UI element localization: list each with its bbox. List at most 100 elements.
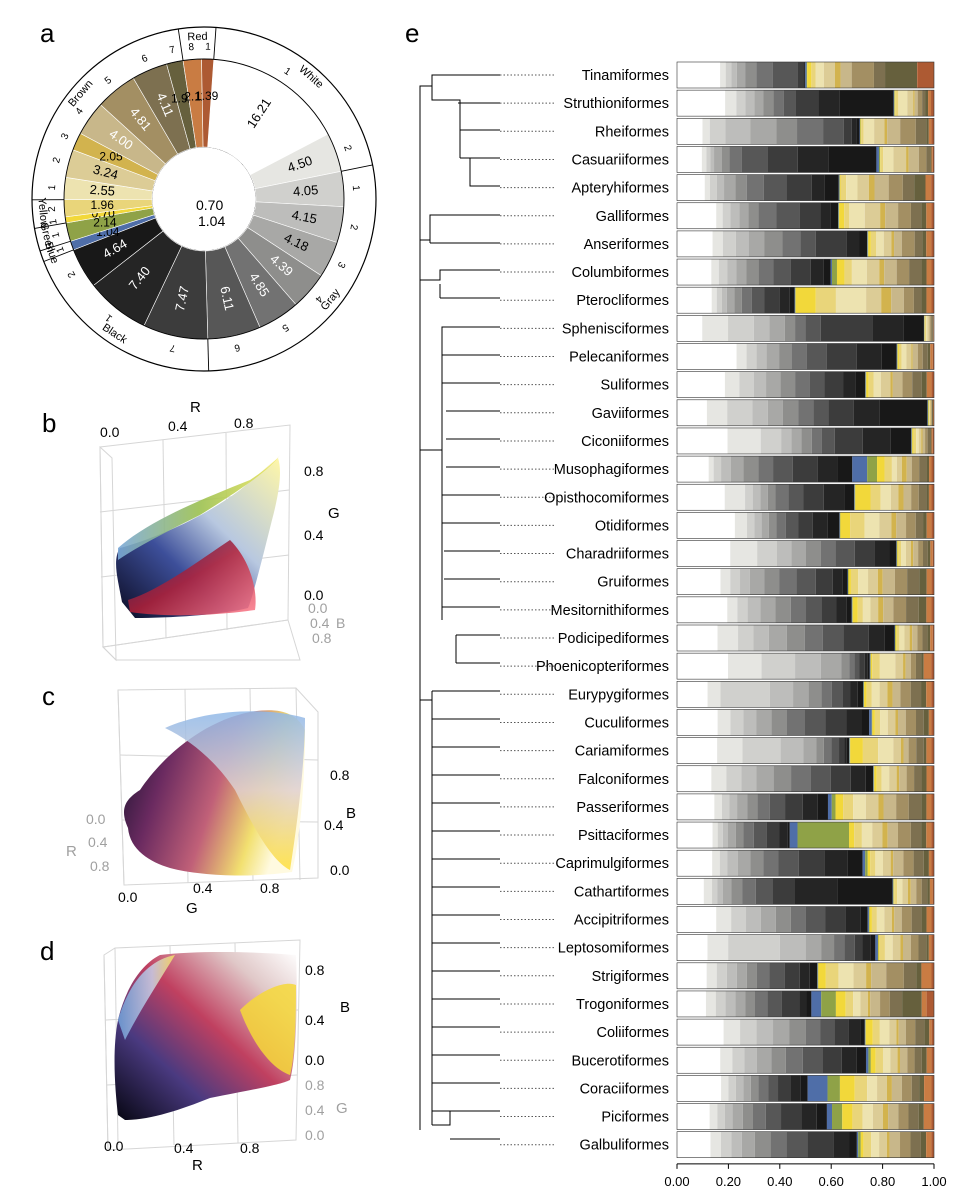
bar-segment (896, 456, 902, 483)
bar-segment (732, 1103, 743, 1130)
donut-segment-index: 5 (279, 321, 290, 334)
bar-segment (746, 174, 764, 201)
bar-frame (676, 821, 935, 849)
bar-segment (929, 399, 930, 426)
panel-label-b: b (42, 408, 56, 438)
bar-segment (883, 793, 897, 820)
bar-segment (926, 765, 932, 792)
bar-segment (839, 1075, 855, 1102)
bar-segment (874, 709, 881, 736)
bar-segment (922, 625, 928, 651)
bar-segment (911, 1075, 920, 1102)
bar-segment (930, 540, 933, 567)
bar-frame (676, 427, 935, 455)
bar-segment (721, 456, 731, 483)
scatter-d-axis2-tick-0: 0.8 (305, 962, 325, 978)
bar-segment (868, 1047, 871, 1074)
bar-segment (894, 878, 898, 905)
bar-frame (676, 906, 935, 933)
bar-segment (738, 625, 754, 651)
bar-segment (830, 765, 851, 792)
bar-segment (931, 568, 934, 595)
bar-segment (764, 287, 780, 314)
bar-segment (730, 709, 744, 736)
bar-segment (855, 484, 871, 511)
scatter-d-axis3-tick-2: 0.0 (305, 1127, 325, 1143)
bar-segment (750, 1075, 759, 1102)
bar-segment (832, 1103, 843, 1130)
bar-segment (924, 1019, 930, 1046)
bar-segment (841, 1047, 857, 1074)
bar-segment (821, 990, 836, 1017)
bar-segment (908, 737, 917, 764)
bar-segment (901, 906, 912, 933)
bar-segment (886, 1075, 892, 1102)
bar-segment (927, 878, 930, 905)
bar-segment (767, 399, 783, 426)
bar-segment (806, 990, 812, 1017)
bar-segment (716, 287, 722, 314)
bar-segment (677, 174, 705, 201)
bar-segment (821, 596, 837, 623)
bar-segment (835, 540, 855, 567)
bar-segment (839, 90, 894, 117)
scatter-c-axis1-label: R (66, 843, 77, 860)
bar-segment (767, 990, 782, 1017)
bar-segment (897, 540, 899, 567)
scatter-c-axis1-tick-2: 0.8 (90, 858, 110, 874)
bar-segment (834, 427, 863, 454)
bar-segment (930, 146, 932, 173)
bar-segment (816, 737, 824, 764)
bar-segment (756, 343, 767, 370)
bar-segment (781, 427, 792, 454)
bar-segment (778, 850, 799, 877)
bar-segment (754, 990, 768, 1017)
bar-segment (843, 118, 852, 145)
bar-segment (788, 484, 804, 511)
bar-segment (747, 793, 758, 820)
bar-segment (709, 1103, 718, 1130)
bar-segment (811, 62, 816, 88)
order-label: Pterocliformes (576, 293, 669, 309)
bar-segment (825, 962, 839, 989)
bar-segment (806, 596, 822, 623)
donut-segment-index: 4 (312, 293, 324, 305)
bar-segment (923, 737, 927, 764)
bar-segment (746, 962, 757, 989)
bar-segment (867, 1075, 878, 1102)
bar-segment (931, 146, 933, 173)
bar-segment (903, 287, 914, 314)
bar-segment (821, 934, 835, 961)
bar-segment (809, 371, 825, 398)
bar-segment (931, 822, 934, 849)
bar-segment (714, 793, 722, 820)
bar-segment (856, 118, 860, 145)
bar-segment (891, 230, 895, 257)
bar-segment (883, 230, 892, 257)
bar-segment (720, 568, 731, 595)
bar-segment (901, 343, 907, 370)
bar-segment (928, 484, 932, 511)
donut-group-label-brown: Brown (66, 78, 95, 109)
bar-segment (773, 259, 791, 286)
donut-segment-value: 3.24 (91, 162, 119, 183)
bar-segment (721, 146, 730, 173)
bar-segment (840, 174, 847, 201)
bar-segment (852, 596, 858, 623)
bar-frame (676, 962, 935, 990)
bar-segment (865, 793, 879, 820)
bar-segment (883, 146, 894, 173)
bar-segment (921, 962, 932, 989)
bar-segment (820, 1019, 835, 1046)
bar-segment (798, 850, 825, 877)
bar-segment (916, 737, 924, 764)
bar-segment (746, 906, 761, 933)
bar-segment (721, 793, 730, 820)
bar-segment (931, 765, 934, 792)
bar-segment (838, 202, 840, 229)
bar-segment (923, 850, 929, 877)
bar-segment (720, 1047, 733, 1074)
bar-segment (737, 596, 748, 623)
bar-segment (884, 625, 895, 651)
x-tick-label: 0.20 (716, 1174, 741, 1189)
